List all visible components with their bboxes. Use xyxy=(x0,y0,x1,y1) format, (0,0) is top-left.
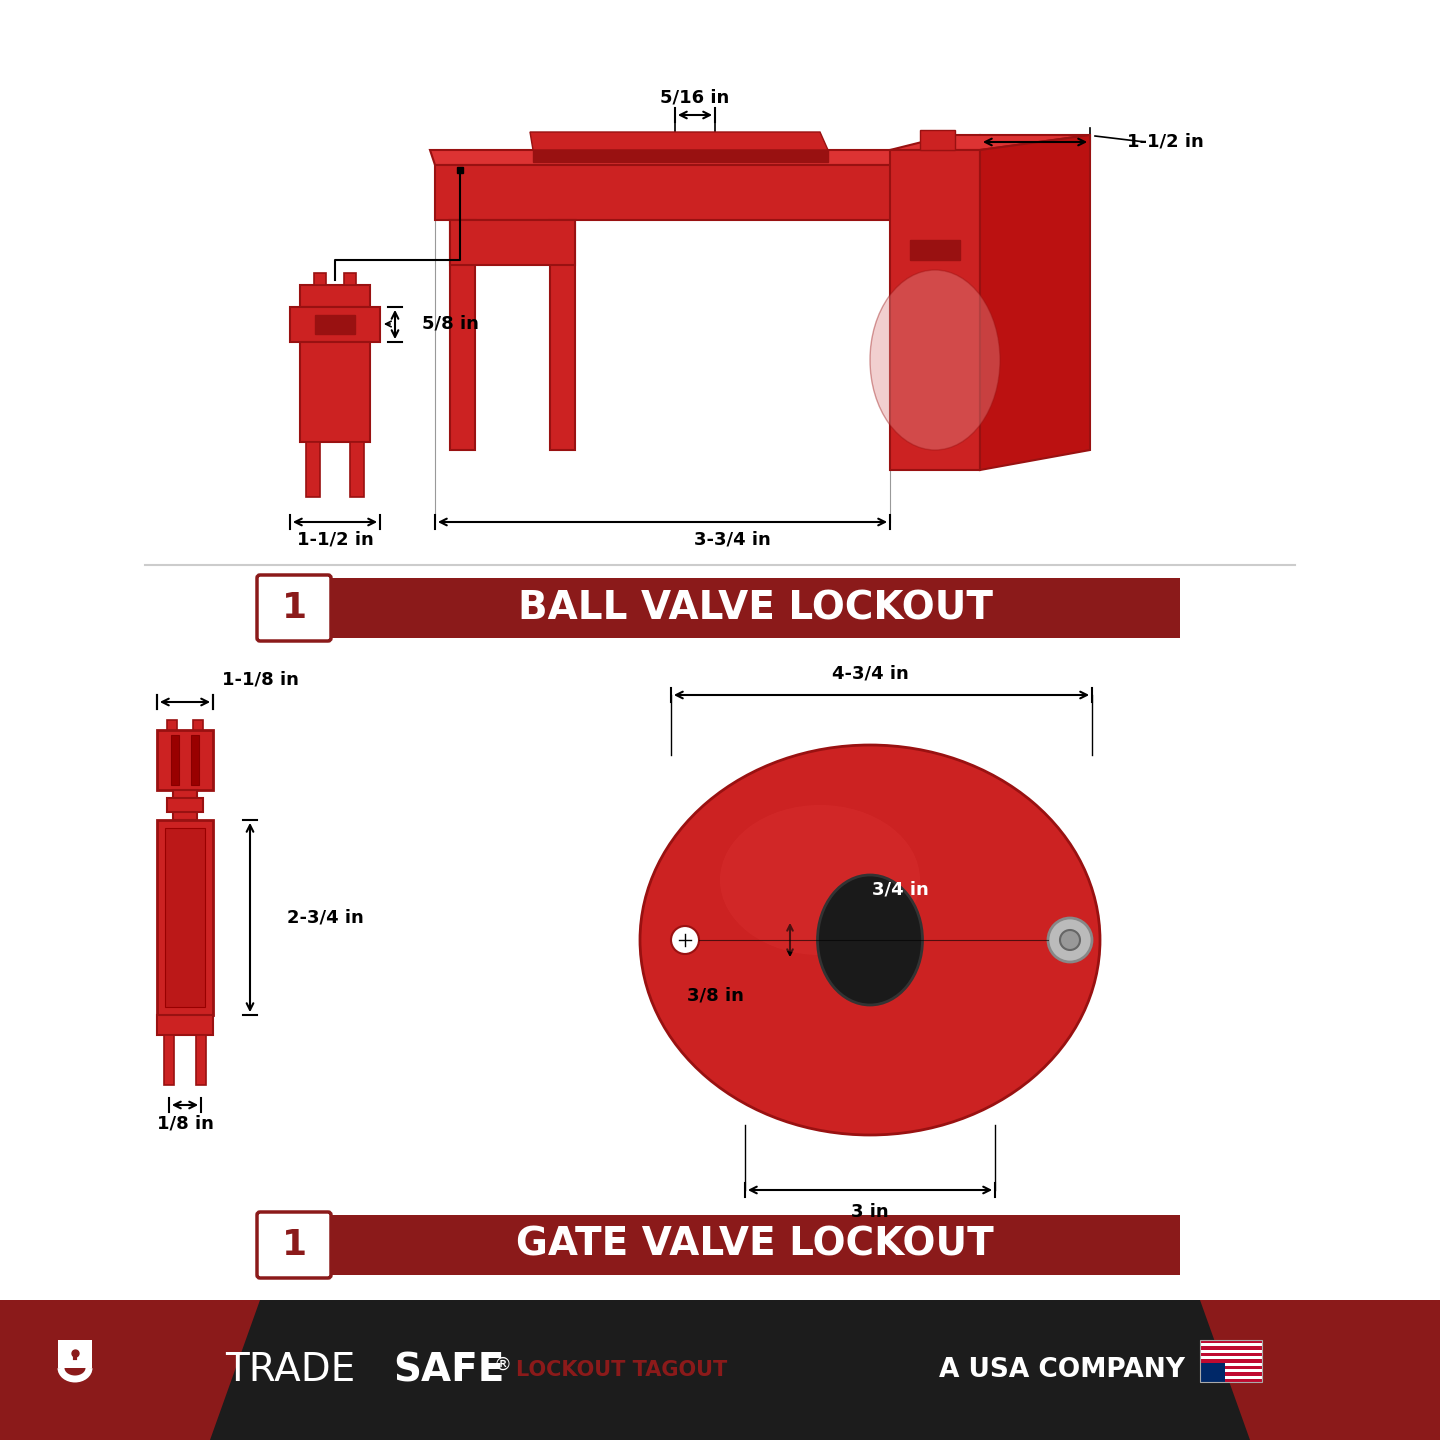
Text: 1/8 in: 1/8 in xyxy=(157,1115,213,1132)
Bar xyxy=(305,442,320,497)
Text: 1: 1 xyxy=(281,590,307,625)
Bar xyxy=(1200,1367,1261,1369)
Text: LOCKOUT TAGOUT: LOCKOUT TAGOUT xyxy=(516,1359,727,1380)
Bar xyxy=(157,730,213,791)
Circle shape xyxy=(1048,919,1092,962)
Circle shape xyxy=(671,926,698,953)
Bar xyxy=(1200,1356,1261,1359)
FancyBboxPatch shape xyxy=(256,575,331,641)
Text: 1-1/8 in: 1-1/8 in xyxy=(222,671,298,688)
Bar xyxy=(1200,1349,1261,1354)
Polygon shape xyxy=(550,220,575,449)
Bar xyxy=(289,307,380,341)
Text: 3/8 in: 3/8 in xyxy=(687,986,743,1004)
Polygon shape xyxy=(435,166,950,220)
Bar xyxy=(330,1215,1179,1274)
Text: 5/16 in: 5/16 in xyxy=(661,89,730,107)
Ellipse shape xyxy=(720,805,920,955)
Bar xyxy=(910,240,960,261)
Ellipse shape xyxy=(870,271,999,449)
Bar xyxy=(1200,1354,1261,1356)
Bar xyxy=(1200,1362,1225,1382)
Bar xyxy=(330,577,1179,638)
Bar xyxy=(350,442,364,497)
Bar xyxy=(315,315,356,334)
Bar xyxy=(300,341,370,442)
Bar xyxy=(1200,1378,1261,1382)
Bar xyxy=(164,1035,174,1084)
Polygon shape xyxy=(920,130,955,150)
Bar xyxy=(166,828,204,1007)
Bar xyxy=(1200,1341,1261,1382)
Text: ®: ® xyxy=(494,1356,513,1374)
Bar xyxy=(173,791,197,819)
Bar xyxy=(167,720,177,730)
Bar xyxy=(193,720,203,730)
Bar xyxy=(1200,1359,1261,1362)
Polygon shape xyxy=(300,285,370,307)
Text: 4-3/4 in: 4-3/4 in xyxy=(832,664,909,683)
Text: 3 in: 3 in xyxy=(851,1202,888,1221)
Text: 3-3/4 in: 3-3/4 in xyxy=(694,530,770,549)
Ellipse shape xyxy=(818,876,923,1005)
Bar xyxy=(157,819,213,1015)
Bar xyxy=(192,734,199,785)
Bar xyxy=(1200,1344,1261,1346)
Bar xyxy=(1200,1341,1261,1344)
Polygon shape xyxy=(449,220,475,449)
Bar xyxy=(1200,1372,1261,1375)
Text: 1-1/2 in: 1-1/2 in xyxy=(297,530,373,549)
Text: 1-1/2 in: 1-1/2 in xyxy=(1126,132,1204,151)
Polygon shape xyxy=(1200,1300,1440,1440)
Text: 2-3/4 in: 2-3/4 in xyxy=(287,909,363,926)
Polygon shape xyxy=(530,132,828,150)
Bar xyxy=(1200,1375,1261,1378)
FancyBboxPatch shape xyxy=(256,1212,331,1279)
Polygon shape xyxy=(981,135,1090,469)
Bar xyxy=(167,798,203,812)
Bar xyxy=(344,274,356,285)
Polygon shape xyxy=(533,150,828,161)
Bar xyxy=(0,1300,1440,1440)
Text: 3/4 in: 3/4 in xyxy=(871,881,929,899)
Bar xyxy=(196,1035,206,1084)
Bar xyxy=(1200,1362,1261,1367)
Text: 1: 1 xyxy=(281,1228,307,1261)
Text: GATE VALVE LOCKOUT: GATE VALVE LOCKOUT xyxy=(516,1225,994,1264)
Polygon shape xyxy=(0,1300,261,1440)
Bar xyxy=(58,1341,92,1368)
Polygon shape xyxy=(449,220,575,265)
Bar xyxy=(314,274,325,285)
Text: A USA COMPANY: A USA COMPANY xyxy=(939,1356,1185,1382)
Polygon shape xyxy=(431,150,950,166)
Bar xyxy=(157,1015,213,1035)
Text: SAFE: SAFE xyxy=(393,1351,504,1390)
Circle shape xyxy=(1060,930,1080,950)
Polygon shape xyxy=(890,135,1090,150)
Text: TRADE: TRADE xyxy=(225,1351,356,1390)
Ellipse shape xyxy=(639,744,1100,1135)
Polygon shape xyxy=(890,150,981,469)
Text: 5/8 in: 5/8 in xyxy=(422,315,478,333)
Text: BALL VALVE LOCKOUT: BALL VALVE LOCKOUT xyxy=(517,589,992,626)
Bar xyxy=(171,734,179,785)
Bar xyxy=(1200,1346,1261,1349)
Bar xyxy=(1200,1369,1261,1372)
